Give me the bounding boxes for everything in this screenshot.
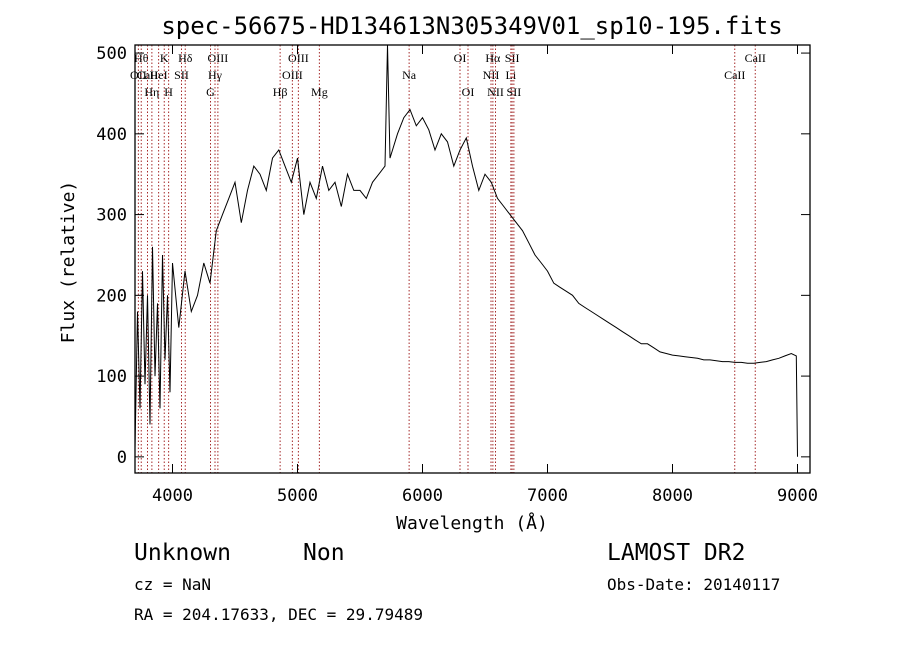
redshift-cz: cz = NaN <box>134 575 211 594</box>
line-marker-label: CaII <box>137 68 158 82</box>
line-marker-label: NII <box>483 68 500 82</box>
line-marker-label: OI <box>454 51 467 65</box>
line-marker-label: SII <box>505 51 520 65</box>
plot-frame <box>134 44 811 474</box>
x-tick-label: 7000 <box>527 486 568 506</box>
line-marker-label: HeI <box>150 68 168 82</box>
line-marker-label: OIII <box>282 68 303 82</box>
line-marker-label: Hα <box>485 51 501 65</box>
observation-date: Obs-Date: 20140117 <box>607 575 780 594</box>
line-marker-label: OI <box>462 85 475 99</box>
y-axis-ticks: 0 100 200 300 400 500 <box>96 44 810 468</box>
plot-area <box>134 44 798 457</box>
line-marker-label: H <box>164 85 173 99</box>
x-tick-label: 8000 <box>652 486 693 506</box>
line-marker-label: Li <box>506 68 517 82</box>
y-tick-label: 200 <box>96 286 127 306</box>
line-marker-label: OIII <box>288 51 309 65</box>
line-marker-label: Hθ <box>134 51 149 65</box>
x-axis-ticks: 4000 5000 6000 7000 8000 9000 <box>152 45 818 506</box>
chart-title: spec-56675-HD134613N305349V01_sp10-195.f… <box>161 12 782 40</box>
y-tick-label: 500 <box>96 44 127 64</box>
line-marker-label: CaII <box>724 68 745 82</box>
line-marker-label: Hγ <box>208 68 223 82</box>
line-marker-label: CaII <box>745 51 766 65</box>
line-marker-label: NII <box>487 85 504 99</box>
line-marker-label: OII <box>130 68 147 82</box>
spectrum-series-line <box>134 44 798 457</box>
y-tick-label: 100 <box>96 367 127 387</box>
y-axis-label: Flux (relative) <box>58 181 79 344</box>
line-marker-label: OIII <box>208 51 229 65</box>
line-marker-label: SII <box>174 68 189 82</box>
y-tick-label: 300 <box>96 206 127 226</box>
survey-name: LAMOST DR2 <box>607 540 745 566</box>
x-tick-label: 5000 <box>277 486 318 506</box>
object-subclass: Non <box>303 540 345 566</box>
object-class: Unknown <box>134 540 231 566</box>
line-marker-label: SII <box>507 85 522 99</box>
x-tick-label: 4000 <box>152 486 193 506</box>
spectral-line-markers: OIIHθCaIIHηHeIKHSIIHδGHγOIIIHβOIIIOIIIMg… <box>130 45 766 473</box>
line-marker-label: Mg <box>311 85 328 99</box>
line-marker-label: Hη <box>144 85 159 99</box>
x-tick-label: 9000 <box>777 486 818 506</box>
line-marker-label: Na <box>402 68 417 82</box>
line-marker-label: G <box>206 85 215 99</box>
y-tick-label: 400 <box>96 125 127 145</box>
line-marker-label: K <box>160 51 169 65</box>
x-tick-label: 6000 <box>402 486 443 506</box>
line-marker-label: Hδ <box>178 51 193 65</box>
x-axis-label: Wavelength (Å) <box>396 512 548 534</box>
coordinates: RA = 204.17633, DEC = 29.79489 <box>134 605 423 624</box>
y-tick-label: 0 <box>117 448 127 468</box>
line-marker-label: Hβ <box>273 85 288 99</box>
